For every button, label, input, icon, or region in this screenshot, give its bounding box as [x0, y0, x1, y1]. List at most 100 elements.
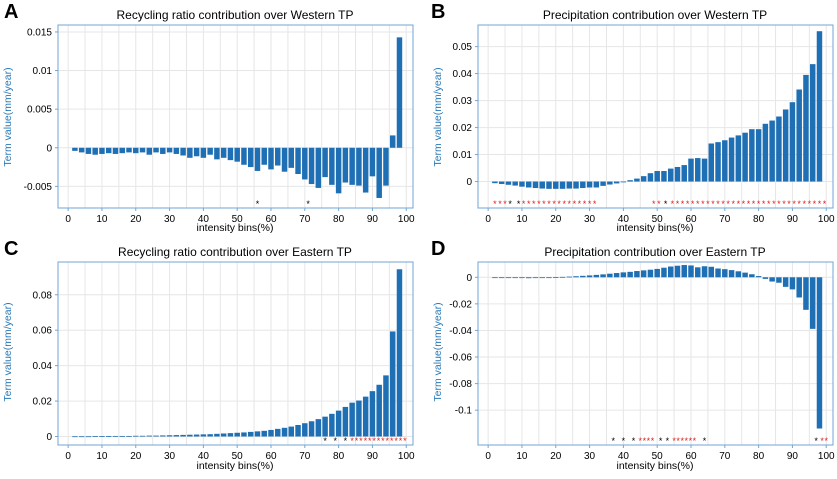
panel-b-xtick-label: 20 [550, 214, 562, 225]
panel-d-bar [803, 277, 809, 310]
panel-b-significance-marker: * [562, 199, 566, 209]
panel-b-bar [593, 181, 600, 188]
panel-c-xtick-label: 20 [130, 451, 142, 462]
panel-c-bar [376, 384, 382, 437]
panel-a-bar [72, 147, 78, 151]
panel-c-significance-marker: * [333, 436, 337, 446]
panel-a-xlabel: intensity bins(%) [196, 222, 273, 234]
panel-c-bar [261, 430, 267, 437]
panel-c-bar [126, 435, 132, 437]
panel-b-bar [512, 181, 518, 186]
panel-b-bar [580, 181, 586, 189]
panel-b-xtick-label: 40 [618, 214, 630, 225]
panel-d-ytick-label: -0.02 [449, 299, 472, 310]
panel-d-bar [789, 277, 796, 290]
panel-b-significance-marker: * [757, 199, 761, 209]
panel-b-significance-marker: * [762, 199, 766, 209]
panel-d-ticks: 0 10 20 30 40 50 60 70 80 90 100 -0.1 -0.08 -0.06 -0.0… [449, 273, 835, 462]
panel-b-bar [492, 181, 498, 184]
panel-c-bar [342, 406, 349, 437]
panel-c-bar [166, 435, 173, 437]
panel-d-significance-marker: * [611, 436, 615, 446]
panel-a-bar [99, 147, 105, 154]
panel-c-bar [72, 436, 78, 438]
panel-b-bar [722, 140, 728, 182]
panel-c-significance-marker: * [344, 436, 348, 446]
panel-c-bar [322, 416, 328, 437]
panel-b-xtick-label: 80 [753, 214, 765, 225]
panel-b-xlabel: intensity bins(%) [616, 222, 693, 234]
panel-a-xtick-label: 80 [333, 214, 345, 225]
panel-a-bar [173, 147, 180, 154]
panel-d-xtick-label: 100 [818, 451, 835, 462]
panel-a-bar [362, 147, 369, 193]
panel-a-bar [200, 147, 207, 158]
panel-d-bar [715, 268, 721, 278]
panel-b-bar [674, 166, 681, 182]
panel-c-ytick-label: 0.04 [33, 361, 53, 372]
panel-c-ytick-label: 0.06 [33, 326, 53, 337]
panel-c-bar [268, 429, 274, 437]
panel-b-significance-marker: * [797, 199, 801, 209]
panel-d-bar [647, 269, 654, 278]
panel-b-bar [573, 181, 579, 189]
panel-a-significance: * * [256, 199, 311, 209]
panel-b-bar [728, 137, 735, 182]
panel-b-significance-marker: * [823, 199, 827, 209]
panel-b-bar [695, 158, 701, 182]
panel-d-bar [539, 277, 545, 279]
panel-b-bar [640, 176, 647, 182]
panel-c-bar [281, 427, 288, 437]
panel-d-bar [593, 274, 600, 278]
panel-c-letter: C [4, 238, 18, 260]
panel-d-bar [546, 277, 552, 279]
panel-d-bar [627, 271, 633, 278]
panel-d-bar [519, 277, 525, 279]
panel-a-bar [383, 147, 389, 186]
panel-a-title: Recycling ratio contribution over Wester… [117, 8, 354, 22]
panel-b-bar [776, 116, 782, 182]
panel-b-bar [688, 158, 694, 182]
panel-a-bar [369, 147, 376, 177]
panel-c-xtick-label: 60 [265, 451, 277, 462]
panel-d-bar [816, 277, 823, 429]
panel-a-ytick-label: 0.005 [27, 105, 52, 116]
panel-a-bar [261, 147, 267, 165]
panel-a-bar [112, 147, 119, 154]
panel-b-bar [803, 74, 809, 182]
panel-c-bar [160, 435, 166, 437]
panel-c-xtick-label: 70 [299, 451, 311, 462]
panel-d-bar [600, 274, 606, 278]
panel-c-bar [78, 436, 85, 438]
panel-c-bar [146, 435, 153, 437]
panel-b-significance-marker: * [803, 199, 807, 209]
panel-a-xtick-label: 70 [299, 214, 311, 225]
panel-d-bar [728, 270, 735, 278]
panel-b-ytick-label: 0.04 [453, 69, 473, 80]
panel-b-bar [620, 181, 627, 183]
panel-b-significance-marker: * [767, 199, 771, 209]
panel-b-significance-marker: * [508, 199, 512, 209]
panel-b-significance-marker: * [782, 199, 786, 209]
panel-d-ylabel: Term value(mm/year) [432, 302, 444, 401]
panel-b-bar [809, 64, 816, 182]
panel-b-frame [477, 24, 834, 209]
panel-c-bar [234, 432, 240, 437]
panel-d-xtick-label: 90 [787, 451, 799, 462]
panel-b-bar [762, 123, 769, 182]
panel-c-bar [220, 433, 227, 437]
panel-d-xtick-label: 80 [753, 451, 765, 462]
panel-c-frame [57, 261, 414, 446]
panel-b-significance-marker: * [686, 199, 690, 209]
panel-b-bar [647, 173, 654, 182]
panel-c-ticks: 0 10 20 30 40 50 60 70 80 90 100 0 0.02 0.04 0.06 0.08 [33, 290, 415, 462]
panel-b-significance-marker: * [588, 199, 592, 209]
panel-c-significance-marker: * [381, 436, 385, 446]
panel-a: A Recycling ratio contribution over West… [2, 1, 415, 234]
panel-a-bar [389, 135, 396, 148]
panel-b-significance-marker: * [583, 199, 587, 209]
panel-d-xlabel: intensity bins(%) [616, 460, 693, 472]
panel-d-bar [749, 274, 755, 278]
panel-a-bar [234, 147, 240, 162]
panel-a-bar [153, 147, 159, 153]
